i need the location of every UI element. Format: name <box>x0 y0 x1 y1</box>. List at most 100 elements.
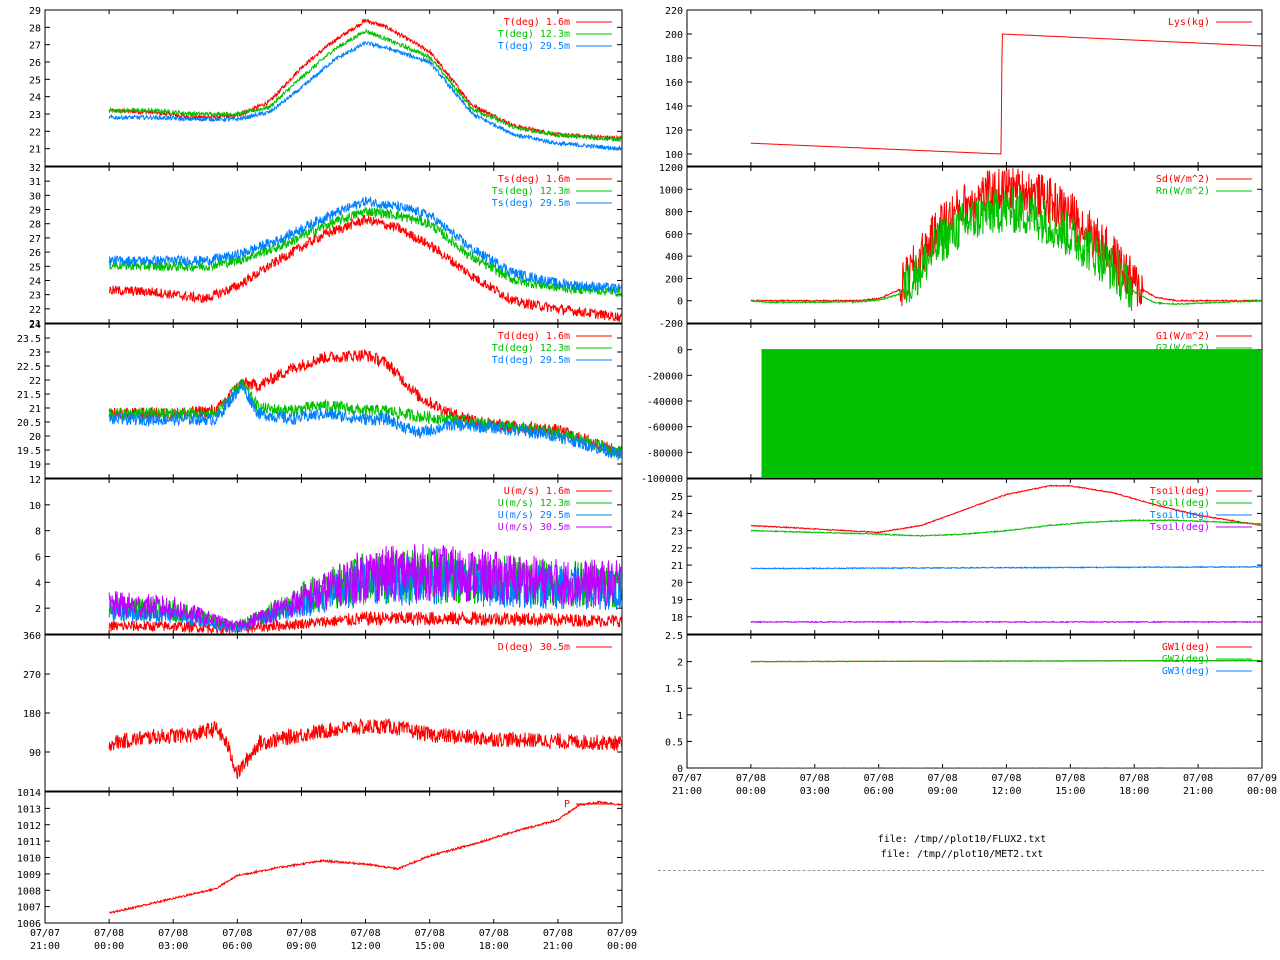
y-tick-label: 220 <box>665 6 683 17</box>
y-tick-label: 0 <box>677 764 683 775</box>
x-date-label-left: 07/07 <box>30 928 60 939</box>
legend-label: Td(deg) 29.5m <box>492 355 570 366</box>
series-line <box>750 484 1262 534</box>
y-tick-label: 8 <box>35 527 41 538</box>
series-line <box>108 196 622 294</box>
series-group <box>750 484 1262 624</box>
x-time-label-left: 12:00 <box>351 941 381 952</box>
y-tick-label: 2 <box>677 658 683 669</box>
panel-frame <box>44 634 623 792</box>
series-line <box>750 620 1262 624</box>
series-line <box>750 186 1262 312</box>
y-tick-label: 26 <box>29 248 41 259</box>
series-group <box>750 33 1262 155</box>
series-line <box>109 380 622 462</box>
series-group <box>108 543 622 634</box>
y-tick-label: 27 <box>29 41 41 52</box>
legend-label: Tsoil(deg) <box>1150 498 1210 509</box>
y-tick-label: 800 <box>665 208 683 219</box>
y-tick-label: 1011 <box>17 837 41 848</box>
y-tick-label: 6 <box>35 553 41 564</box>
x-time-label-left: 00:00 <box>607 941 637 952</box>
panel-frame <box>44 166 623 324</box>
x-date-label-left: 07/08 <box>158 928 188 939</box>
y-tick-label: 21 <box>671 561 683 572</box>
x-time-label-right: 09:00 <box>928 786 958 797</box>
y-tick-label: -60000 <box>647 423 683 434</box>
legend-label: GW3(deg) <box>1162 666 1210 677</box>
legend-label: Lys(kg) <box>1168 17 1210 28</box>
series-line <box>108 41 622 152</box>
y-tick-label: 26 <box>29 58 41 69</box>
y-tick-label: 18 <box>671 613 683 624</box>
x-date-label-right: 07/08 <box>991 773 1021 784</box>
y-tick-label: 10 <box>29 501 41 512</box>
x-time-label-left: 09:00 <box>286 941 316 952</box>
legend-label: GW2(deg) <box>1162 654 1210 665</box>
y-tick-label: 28 <box>29 220 41 231</box>
panel-g: -100000 -80000 -60000 -40000 -20000 0 G1(W/m^2… <box>641 323 1263 485</box>
series-line <box>750 659 1262 663</box>
legend-label: T(deg) 29.5m <box>498 41 570 52</box>
y-tick-label: 19 <box>29 460 41 471</box>
x-time-label-left: 00:00 <box>94 941 124 952</box>
series-group <box>109 800 622 915</box>
series-line <box>108 610 622 634</box>
x-time-label-left: 18:00 <box>479 941 509 952</box>
legend-label: Tsoil(deg) <box>1150 510 1210 521</box>
x-date-label-left: 07/08 <box>479 928 509 939</box>
x-date-label-left: 07/08 <box>94 928 124 939</box>
series-line <box>108 717 622 779</box>
x-date-label-right: 07/08 <box>928 773 958 784</box>
x-time-label-right: 15:00 <box>1055 786 1085 797</box>
y-tick-label: 200 <box>665 30 683 41</box>
series-line <box>750 33 1262 155</box>
y-tick-label: 600 <box>665 230 683 241</box>
y-tick-label: -200 <box>659 319 683 330</box>
y-tick-label: 22 <box>29 376 41 387</box>
series-group <box>108 348 622 462</box>
x-date-label-right: 07/08 <box>864 773 894 784</box>
legend-label: U(m/s) 1.6m <box>504 486 570 497</box>
x-date-label-left: 07/08 <box>543 928 573 939</box>
y-tick-label: 2.5 <box>665 631 683 642</box>
y-tick-label: 1007 <box>17 903 41 914</box>
y-tick-label: 1.5 <box>665 684 683 695</box>
y-tick-label: 160 <box>665 78 683 89</box>
legend-label: U(m/s) 30.5m <box>498 522 570 533</box>
y-tick-label: 90 <box>29 748 41 759</box>
y-tick-label: 1014 <box>17 788 41 799</box>
x-time-label-right: 00:00 <box>1247 786 1277 797</box>
x-date-label-left: 07/08 <box>415 928 445 939</box>
y-tick-label: 1200 <box>659 163 683 174</box>
panel-frame <box>44 9 623 167</box>
y-tick-label: 1010 <box>17 854 41 865</box>
x-date-label-right: 07/08 <box>800 773 830 784</box>
y-tick-label: 270 <box>23 670 41 681</box>
y-tick-label: 22 <box>29 305 41 316</box>
legend-label: Ts(deg) 29.5m <box>492 198 570 209</box>
y-tick-label: 100 <box>665 150 683 161</box>
y-tick-label: 12 <box>29 475 41 486</box>
y-tick-label: 21.5 <box>17 390 41 401</box>
x-time-label-left: 15:00 <box>415 941 445 952</box>
legend-label: Td(deg) 12.3m <box>492 343 570 354</box>
y-tick-label: 32 <box>29 163 41 174</box>
y-tick-label: 21 <box>29 145 41 156</box>
y-tick-label: 0.5 <box>665 737 683 748</box>
y-tick-label: 1008 <box>17 886 41 897</box>
panel-frame <box>686 478 1263 635</box>
series-group <box>750 659 1262 768</box>
legend-label: Tsoil(deg) <box>1150 486 1210 497</box>
y-tick-label: 21 <box>29 319 41 330</box>
series-line <box>109 800 622 915</box>
x-time-label-right: 03:00 <box>800 786 830 797</box>
y-tick-label: 21 <box>29 404 41 415</box>
series-line <box>108 206 622 298</box>
y-tick-label: -100000 <box>641 474 683 485</box>
legend-label: P <box>564 799 570 810</box>
x-date-label-right: 07/07 <box>672 773 702 784</box>
x-date-label-right: 07/08 <box>736 773 766 784</box>
legend-label: Tsoil(deg) <box>1150 522 1210 533</box>
